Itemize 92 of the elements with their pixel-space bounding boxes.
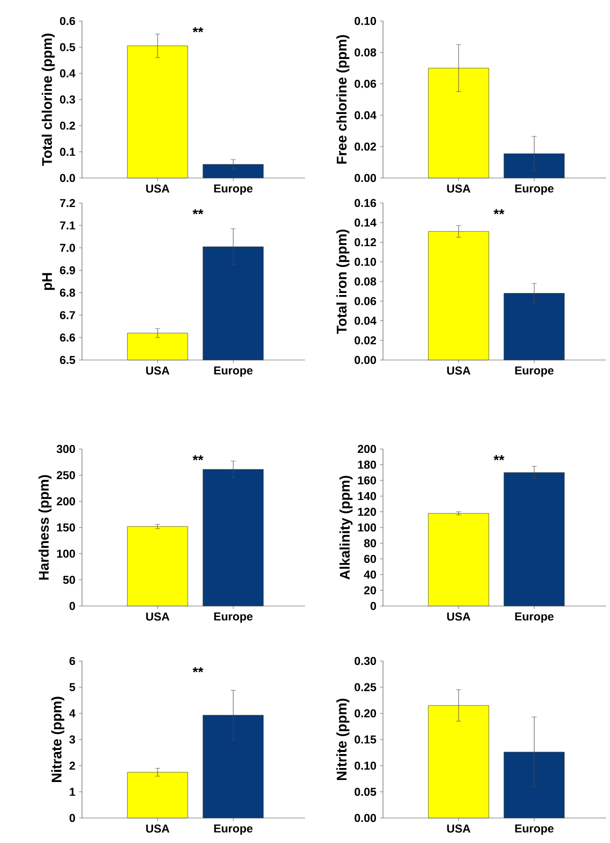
x-tick-label: Europe [214,612,253,623]
y-tick-label: 0.12 [354,238,376,246]
annotation: ** [192,209,204,214]
y-tick-label: 60 [364,554,376,563]
y-tick-label: 0.10 [354,258,376,266]
x-tick-label: Europe [515,824,554,835]
y-tick-label: 0.5 [60,43,76,52]
y-tick-label: 0.00 [354,174,376,182]
y-tick-label: 20 [364,586,376,594]
y-tick-label: 6.5 [60,356,76,364]
y-tick-label: 0.05 [354,788,376,796]
x-tick-label: Europe [515,184,554,195]
y-tick-label: 300 [56,444,76,454]
y-tick-label: 200 [56,497,76,506]
y-tick-label: 7.1 [60,221,76,230]
x-tick-label: USA [146,366,170,375]
y-tick-label: 0.2 [60,122,76,130]
x-tick-label: USA [146,824,170,833]
x-tick-label: USA [146,184,170,193]
x-tick-label: Europe [214,184,253,195]
y-tick-label: 0.16 [354,198,376,208]
x-tick-label: USA [146,612,170,621]
annotation: ** [192,455,204,460]
y-tick-label: 0.1 [60,148,76,156]
y-tick-label: 6.6 [60,334,76,342]
y-tick-label: 0.02 [354,336,376,344]
y-tick-label: 0.04 [354,111,376,120]
x-tick-label: USA [447,824,470,833]
y-axis-title: pH [42,273,55,290]
annotation: ** [494,209,504,214]
y-tick-label: 0.20 [354,709,376,718]
y-tick-label: 0.15 [354,735,376,744]
y-tick-label: 7.0 [60,244,76,252]
x-tick-label: Europe [515,612,554,623]
y-tick-label: 0 [370,602,376,610]
y-tick-label: 0.00 [354,814,376,822]
y-axis-title: Alkalinity (ppm) [340,476,353,580]
y-tick-label: 0 [70,814,76,822]
y-axis-title: Total iron (ppm) [336,230,350,334]
y-tick-label: 0.4 [60,69,76,78]
y-tick-label: 100 [358,523,376,532]
y-tick-label: 40 [364,570,376,579]
y-tick-label: 6.9 [60,266,76,274]
y-tick-label: 0.04 [354,316,376,325]
y-tick-label: 100 [57,550,76,558]
y-tick-label: 4 [69,709,76,718]
annotation: ** [192,667,204,672]
y-tick-label: 0.08 [354,277,376,286]
y-axis-title: Free chlorine (ppm) [336,35,350,164]
y-tick-label: 6 [70,656,76,666]
x-tick-label: USA [447,184,470,193]
y-tick-label: 0.25 [354,683,376,692]
y-axis-title: Nitrate (ppm) [51,696,64,782]
y-tick-label: 200 [358,444,376,454]
y-tick-label: 0.30 [354,656,376,666]
y-tick-label: 180 [358,460,376,469]
y-tick-label: 80 [364,539,376,548]
y-tick-label: 0.0 [60,174,76,182]
x-tick-label: Europe [214,366,253,377]
y-tick-label: 6.7 [60,311,75,320]
y-tick-label: 3 [69,735,76,744]
y-tick-label: 6.8 [60,288,76,297]
y-tick-label: 0.02 [354,142,376,151]
x-tick-label: Europe [214,824,253,835]
y-tick-label: 140 [358,492,376,500]
y-tick-label: 250 [56,471,76,480]
y-tick-label: 50 [63,576,76,584]
y-tick-label: 1 [70,788,76,796]
y-tick-label: 5 [69,683,76,692]
y-tick-label: 0.00 [354,356,376,364]
y-axis-title: Total chlorine (ppm) [42,34,55,166]
y-tick-label: 0.14 [354,218,376,227]
x-tick-label: USA [447,612,470,621]
annotation: ** [192,27,204,32]
y-tick-label: 0.6 [60,16,76,26]
y-tick-label: 0.06 [354,80,376,88]
y-axis-title: Hardness (ppm) [38,475,52,580]
y-tick-label: 2 [70,762,76,770]
y-tick-label: 0.10 [354,762,376,770]
y-tick-label: 0.06 [354,297,376,306]
y-axis-title: Nitrite (ppm) [336,698,350,780]
annotation: ** [494,455,504,460]
y-tick-label: 7.2 [60,199,76,207]
y-tick-label: 0.08 [354,48,376,56]
x-tick-label: USA [447,366,470,375]
y-tick-label: 0.3 [60,95,76,104]
y-tick-label: 120 [358,508,376,516]
y-tick-label: 0.10 [354,16,376,26]
y-tick-label: 0 [70,602,76,610]
y-tick-label: 150 [57,523,76,532]
y-tick-label: 160 [358,476,376,484]
x-tick-label: Europe [515,366,554,377]
